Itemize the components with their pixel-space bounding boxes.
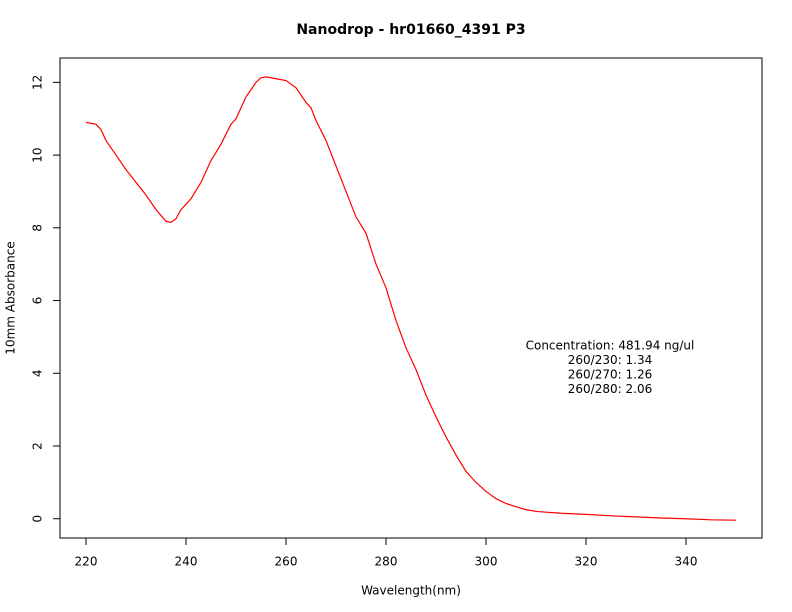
x-tick-label: 220 <box>75 555 98 569</box>
y-tick-label: 10 <box>31 147 45 162</box>
y-tick-label: 6 <box>31 297 45 305</box>
annotation: Concentration: 481.94 ng/ul <box>526 339 695 353</box>
x-tick-label: 320 <box>575 555 598 569</box>
x-tick-label: 240 <box>175 555 198 569</box>
chart-title: Nanodrop - hr01660_4391 P3 <box>296 22 525 38</box>
y-tick-label: 12 <box>31 75 45 90</box>
y-axis-label: 10mm Absorbance <box>4 241 18 354</box>
data-line <box>85 76 737 521</box>
x-tick-label: 340 <box>675 555 698 569</box>
y-tick-label: 8 <box>31 224 45 232</box>
plot-frame <box>59 57 763 539</box>
x-axis-label: Wavelength(nm) <box>361 584 461 598</box>
x-tick-label: 300 <box>475 555 498 569</box>
y-tick-label: 4 <box>31 369 45 377</box>
annotation: 260/230: 1.34 <box>568 353 652 367</box>
x-tick-label: 280 <box>375 555 398 569</box>
annotation: 260/280: 2.06 <box>568 382 652 396</box>
y-tick-label: 2 <box>31 442 45 450</box>
x-tick-label: 260 <box>275 555 298 569</box>
annotation: 260/270: 1.26 <box>568 368 652 382</box>
y-tick-label: 0 <box>31 515 45 523</box>
